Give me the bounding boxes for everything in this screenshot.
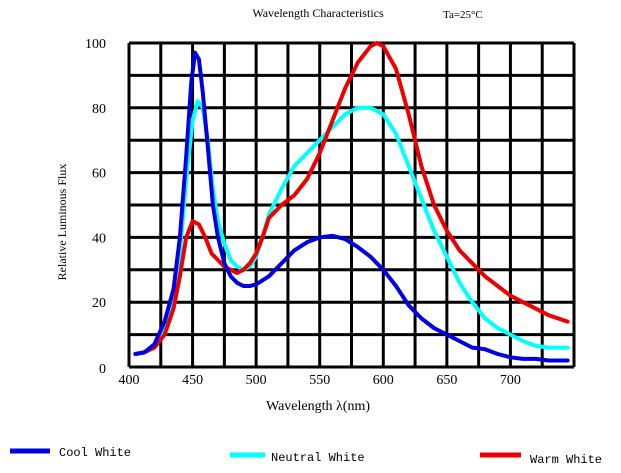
legend-label-warm-white: Warm White <box>530 453 602 467</box>
series-line-neutral-white <box>133 99 570 356</box>
chart-title: Wavelength Characteristics <box>252 6 384 20</box>
series-line-warm-white <box>133 41 570 356</box>
y-axis-label: Relative Luminous Flux <box>55 164 69 281</box>
y-tick-label: 60 <box>92 167 106 182</box>
y-tick-label: 0 <box>99 362 106 377</box>
legend: Cool White Neutral White Warm White <box>10 446 602 467</box>
y-tick-label: 80 <box>92 102 106 117</box>
series-lines <box>133 41 570 363</box>
x-tick-label: 500 <box>246 373 267 388</box>
temperature-annotation: Ta=25°C <box>443 9 483 21</box>
legend-label-cool-white: Cool White <box>59 446 131 460</box>
y-tick-label: 100 <box>85 37 106 52</box>
x-tick-label: 650 <box>436 373 457 388</box>
plot-grid <box>127 41 576 369</box>
x-axis-label: Wavelength λ(nm) <box>266 399 370 414</box>
legend-label-neutral-white: Neutral White <box>271 451 365 465</box>
x-tick-label: 450 <box>182 373 203 388</box>
x-tick-label: 400 <box>119 373 140 388</box>
axis-ticks: 400 450 500 550 600 650 700 0 20 40 60 80 100 <box>85 37 521 388</box>
y-tick-label: 40 <box>92 231 106 246</box>
y-tick-label: 20 <box>92 296 106 311</box>
x-tick-label: 550 <box>309 373 330 388</box>
series-line-cool-white <box>133 50 570 363</box>
x-tick-label: 700 <box>500 373 521 388</box>
x-tick-label: 600 <box>373 373 394 388</box>
